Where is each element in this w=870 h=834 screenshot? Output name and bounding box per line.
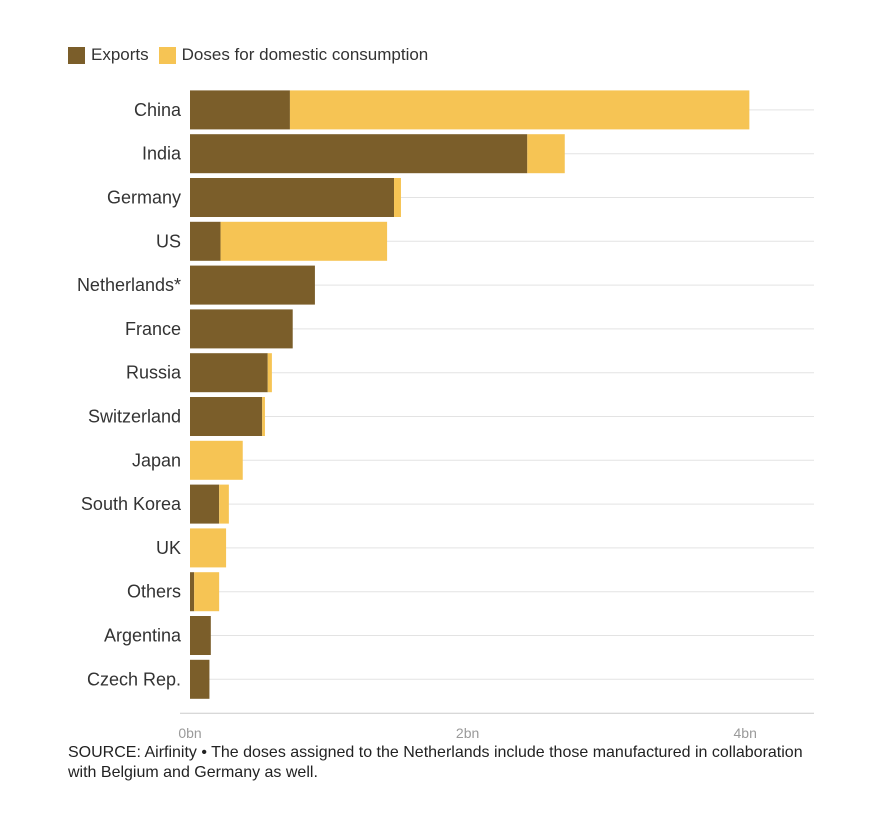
category-label: UK [156,538,181,558]
legend-item-domestic: Doses for domestic consumption [158,45,429,65]
bar-exports [190,659,210,699]
bar-domestic [394,178,401,217]
category-label: South Korea [81,494,182,514]
legend-item-exports: Exports [68,45,149,65]
x-tick-label: 2bn [456,725,479,740]
bar-domestic [194,572,220,612]
bar-exports [190,616,211,655]
bar-exports [190,265,315,305]
category-label: China [134,100,182,120]
legend-swatch-exports [68,46,85,64]
category-label: India [142,144,182,164]
x-tick-label: 0bn [178,725,201,740]
bar-domestic [190,440,243,480]
category-label: Germany [107,188,181,208]
bar-exports [190,397,263,436]
bar-exports [190,134,528,174]
source-note: SOURCE: Airfinity • The doses assigned t… [68,744,803,781]
bar-exports [190,309,293,349]
category-label: Netherlands* [77,275,181,295]
category-label: France [125,319,181,339]
bar-domestic [220,221,388,261]
bar-exports [190,353,268,393]
legend-swatch-domestic [158,46,176,64]
legend-label-domestic: Doses for domestic consumption [181,45,429,64]
bar-exports [190,221,221,261]
category-label: Switzerland [88,407,181,427]
bar-domestic [262,397,265,436]
bar-exports [190,484,220,524]
category-label: Others [127,582,181,602]
bar-domestic [190,528,227,568]
category-label: Argentina [104,626,182,646]
category-label: Japan [132,450,181,470]
bar-domestic [527,134,565,174]
bar-exports [190,90,290,130]
bar-exports [190,178,395,217]
bar-domestic [267,353,272,393]
bar-chart: China India Germany US Netherlands* France Rus… [77,90,814,740]
x-tick-label: 4bn [734,725,757,740]
category-label: Czech Rep. [87,669,181,689]
category-label: US [156,231,181,251]
legend: Exports Doses for domestic consumption [68,45,438,65]
bar-exports [190,572,195,612]
legend-label-exports: Exports [91,45,149,64]
category-label: Russia [126,363,182,383]
bar-domestic [219,484,229,524]
bar-domestic [289,90,750,130]
